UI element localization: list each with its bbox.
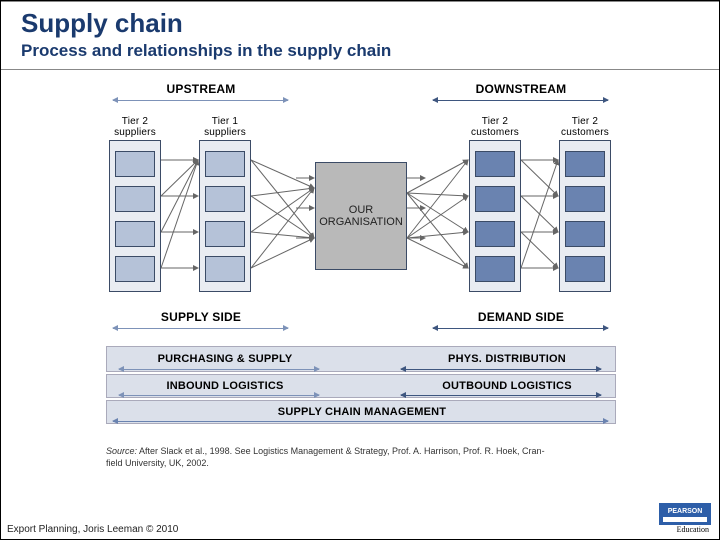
column-label-1: Tier 1suppliers — [191, 116, 259, 138]
center-label-1: OUR — [319, 204, 403, 216]
tier-box — [205, 151, 245, 177]
demand-side-arrow — [433, 328, 608, 329]
source-text-2: field University, UK, 2002. — [106, 458, 209, 468]
logo-sub: Education — [677, 525, 709, 533]
band-top-arrow-left — [119, 369, 319, 370]
tier-box — [565, 256, 605, 282]
pearson-logo: PEARSON Education — [659, 503, 711, 533]
supply-side-label: SUPPLY SIDE — [131, 310, 271, 324]
center-label-2: ORGANISATION — [319, 216, 403, 228]
page-subtitle: Process and relationships in the supply … — [21, 41, 699, 61]
logo-brand: PEARSON — [668, 508, 703, 515]
downstream-arrow — [433, 100, 608, 101]
header: Supply chain Process and relationships i… — [1, 1, 719, 70]
scm-arrow — [113, 421, 608, 422]
tier-box — [115, 151, 155, 177]
tier-box — [475, 256, 515, 282]
band-mid-arrow-left — [119, 395, 319, 396]
downstream-label: DOWNSTREAM — [461, 82, 581, 96]
column-3 — [559, 140, 611, 292]
tier-box — [115, 186, 155, 212]
band-mid-arrow-right — [401, 395, 601, 396]
tier-box — [475, 186, 515, 212]
band-inbound: INBOUND LOGISTICS — [135, 380, 315, 392]
supply-side-arrow — [113, 328, 288, 329]
band-phys-dist: PHYS. DISTRIBUTION — [417, 353, 597, 365]
column-0 — [109, 140, 161, 292]
our-organisation-box: OUR ORGANISATION — [315, 162, 407, 270]
source-text-1: After Slack et al., 1998. See Logistics … — [139, 446, 545, 456]
upstream-label: UPSTREAM — [141, 82, 261, 96]
band-scm-label: SUPPLY CHAIN MANAGEMENT — [107, 406, 617, 418]
tier-box — [475, 151, 515, 177]
column-label-2: Tier 2customers — [461, 116, 529, 138]
upstream-arrow — [113, 100, 288, 101]
footer-credit: Export Planning, Joris Leeman © 2010 — [7, 524, 178, 535]
band-top-arrow-right — [401, 369, 601, 370]
diagram: UPSTREAM DOWNSTREAM Tier 2suppliers Tier … — [1, 78, 719, 428]
page-title: Supply chain — [21, 8, 699, 39]
source-label: Source: — [106, 446, 137, 456]
source-citation: Source: After Slack et al., 1998. See Lo… — [106, 446, 616, 469]
column-label-0: Tier 2suppliers — [101, 116, 169, 138]
tier-box — [475, 221, 515, 247]
column-2 — [469, 140, 521, 292]
tier-box — [565, 151, 605, 177]
tier-box — [115, 221, 155, 247]
tier-box — [205, 256, 245, 282]
tier-box — [205, 186, 245, 212]
tier-box — [205, 221, 245, 247]
tier-box — [565, 186, 605, 212]
band-purchasing: PURCHASING & SUPPLY — [135, 353, 315, 365]
tier-box — [115, 256, 155, 282]
column-label-3: Tier 2customers — [551, 116, 619, 138]
demand-side-label: DEMAND SIDE — [451, 310, 591, 324]
column-1 — [199, 140, 251, 292]
tier-box — [565, 221, 605, 247]
band-outbound: OUTBOUND LOGISTICS — [417, 380, 597, 392]
